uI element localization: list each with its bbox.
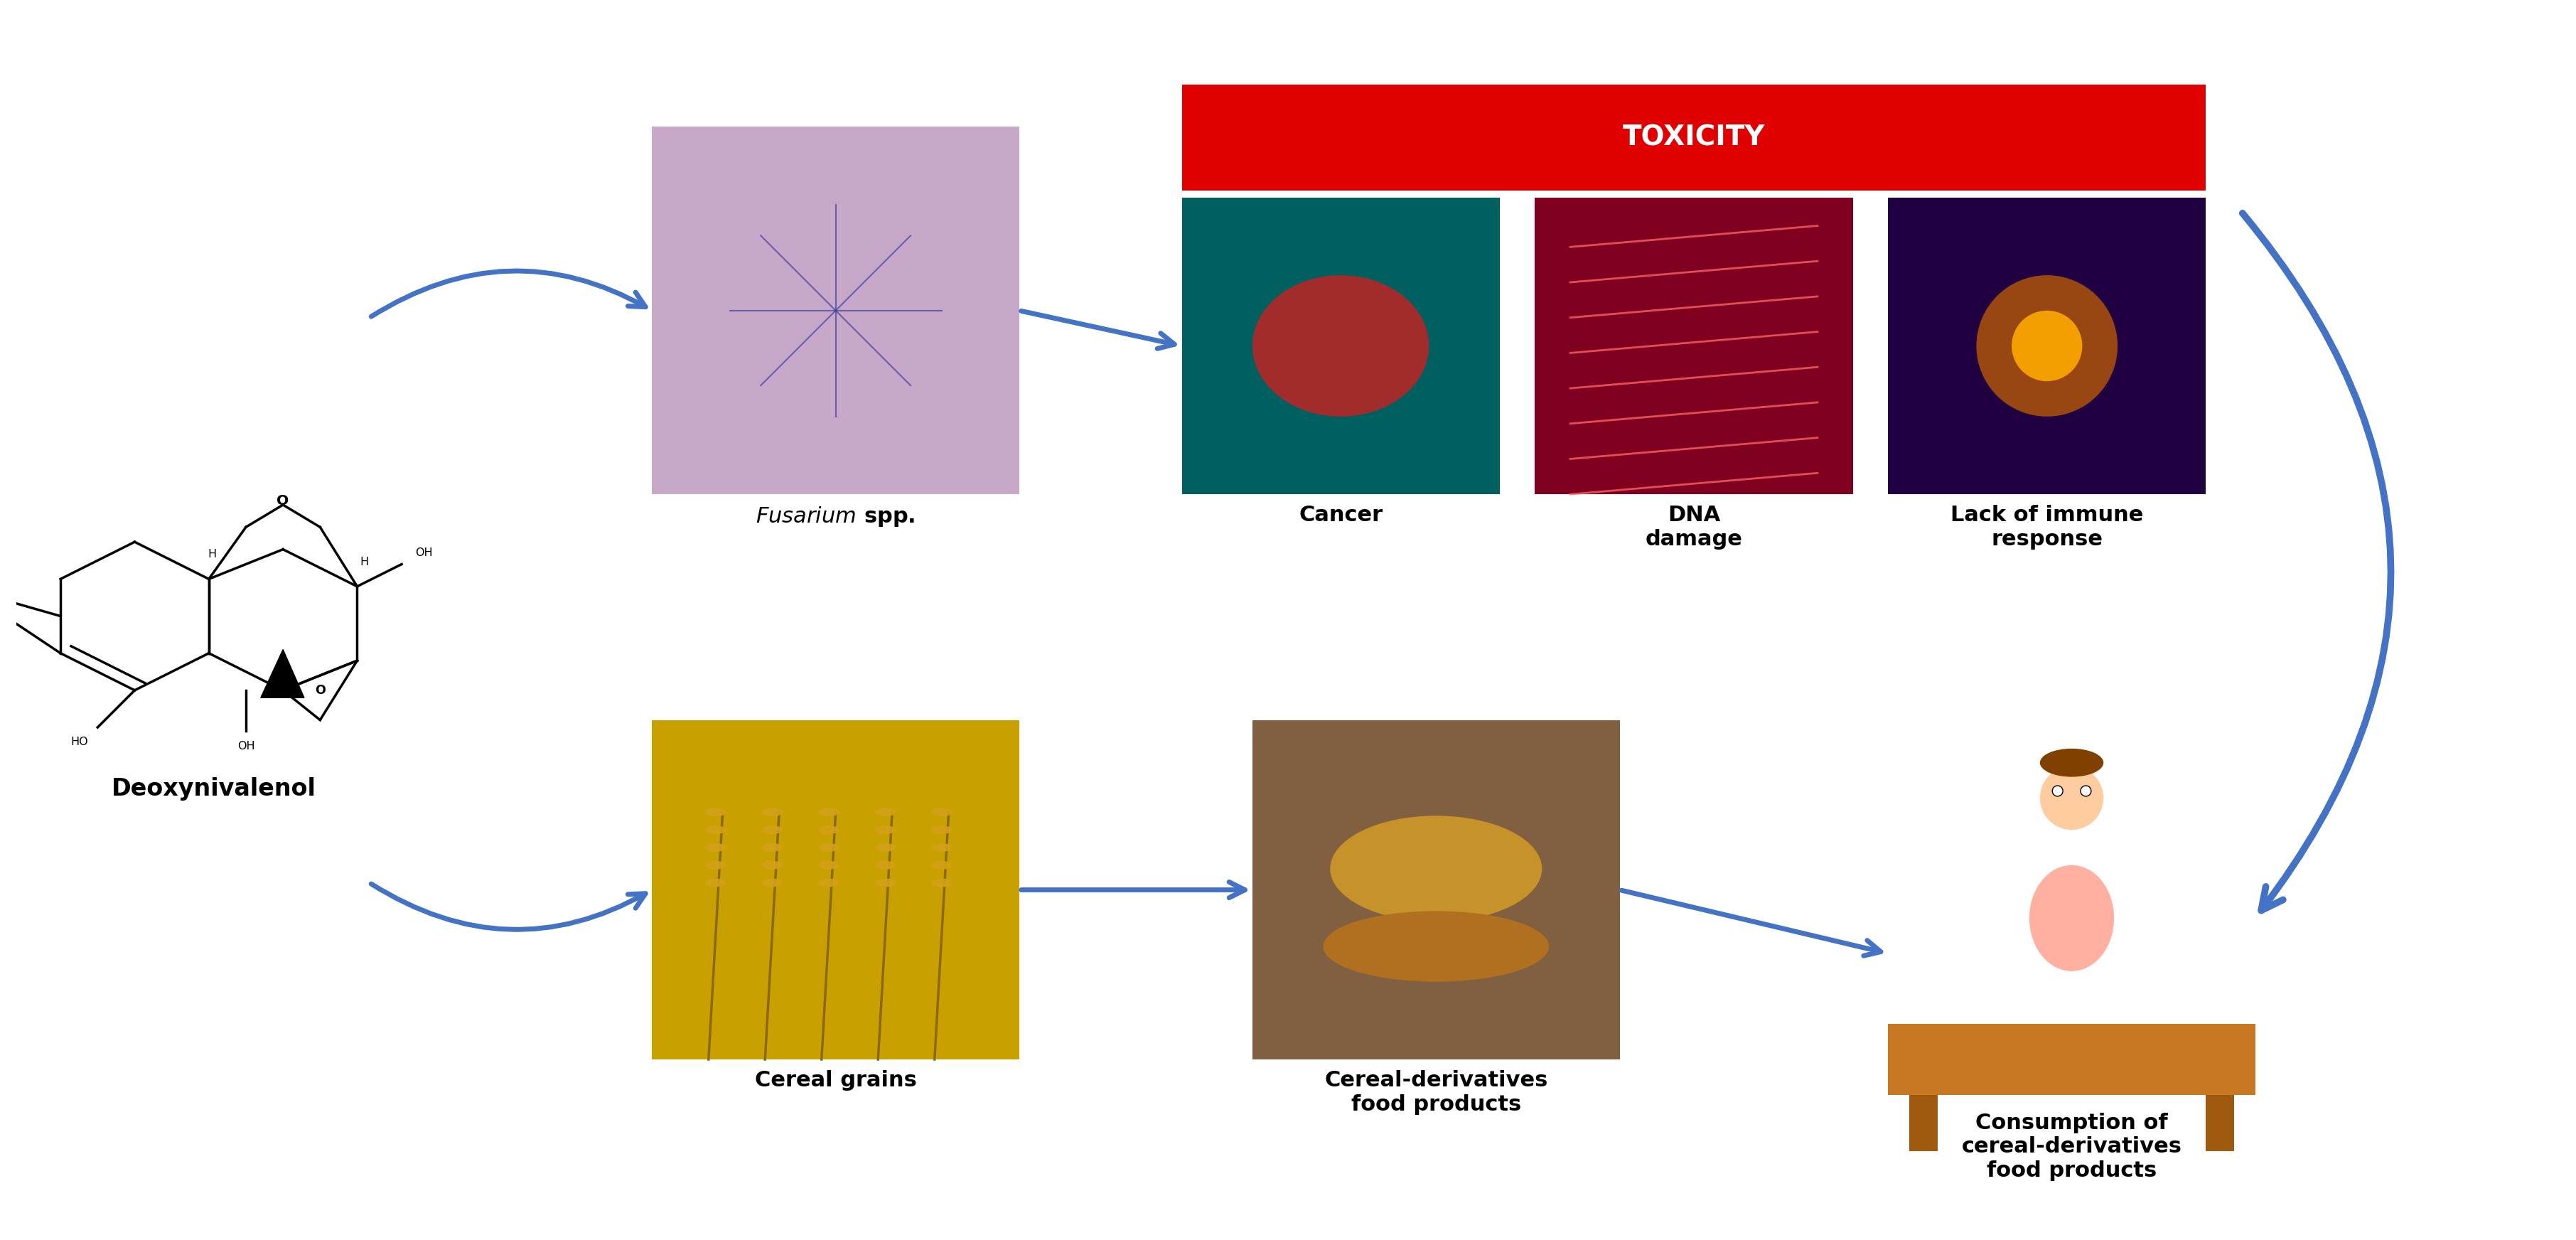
- Ellipse shape: [819, 808, 840, 816]
- Ellipse shape: [706, 861, 726, 869]
- Ellipse shape: [819, 826, 840, 835]
- Ellipse shape: [819, 843, 840, 852]
- Ellipse shape: [873, 808, 896, 816]
- Ellipse shape: [2053, 786, 2063, 796]
- Ellipse shape: [930, 843, 953, 852]
- FancyBboxPatch shape: [1182, 197, 1499, 495]
- Text: OH: OH: [237, 740, 255, 751]
- FancyBboxPatch shape: [1909, 1095, 1937, 1151]
- FancyBboxPatch shape: [1888, 197, 2205, 495]
- Ellipse shape: [2040, 766, 2105, 830]
- Ellipse shape: [1252, 275, 1430, 417]
- FancyBboxPatch shape: [1182, 84, 2205, 191]
- Text: TOXICITY: TOXICITY: [1623, 124, 1765, 151]
- Ellipse shape: [706, 808, 726, 816]
- Ellipse shape: [706, 843, 726, 852]
- Ellipse shape: [930, 861, 953, 869]
- Text: Consumption of
cereal-derivatives
food products: Consumption of cereal-derivatives food p…: [1960, 1112, 2182, 1180]
- Polygon shape: [260, 650, 304, 698]
- FancyBboxPatch shape: [1252, 720, 1620, 1059]
- Ellipse shape: [873, 879, 896, 887]
- Ellipse shape: [930, 879, 953, 887]
- Ellipse shape: [873, 861, 896, 869]
- Ellipse shape: [762, 861, 783, 869]
- Text: O: O: [276, 495, 289, 508]
- Text: OH: OH: [415, 548, 433, 558]
- Ellipse shape: [762, 808, 783, 816]
- Text: Cereal grains: Cereal grains: [755, 1070, 917, 1091]
- Ellipse shape: [706, 826, 726, 835]
- Ellipse shape: [2030, 866, 2115, 971]
- Ellipse shape: [930, 826, 953, 835]
- Text: Cancer: Cancer: [1298, 505, 1383, 526]
- Ellipse shape: [873, 826, 896, 835]
- Ellipse shape: [1324, 911, 1548, 982]
- Text: HO: HO: [70, 737, 88, 748]
- FancyBboxPatch shape: [652, 126, 1020, 495]
- FancyBboxPatch shape: [1888, 1024, 2257, 1095]
- Text: $\it{Fusarium}$ spp.: $\it{Fusarium}$ spp.: [755, 505, 914, 528]
- Ellipse shape: [1976, 275, 2117, 417]
- Text: DNA
damage: DNA damage: [1646, 505, 1741, 549]
- Text: O: O: [314, 684, 325, 697]
- Text: Lack of immune
response: Lack of immune response: [1950, 505, 2143, 549]
- Ellipse shape: [2012, 310, 2081, 381]
- Ellipse shape: [762, 826, 783, 835]
- Ellipse shape: [762, 843, 783, 852]
- FancyBboxPatch shape: [652, 720, 1020, 1059]
- Ellipse shape: [819, 861, 840, 869]
- Ellipse shape: [706, 879, 726, 887]
- Ellipse shape: [819, 879, 840, 887]
- Text: H: H: [361, 557, 368, 567]
- Text: Deoxynivalenol: Deoxynivalenol: [111, 776, 317, 800]
- FancyBboxPatch shape: [2205, 1095, 2233, 1151]
- Ellipse shape: [930, 808, 953, 816]
- Ellipse shape: [2040, 749, 2105, 776]
- Ellipse shape: [2081, 786, 2092, 796]
- Ellipse shape: [873, 843, 896, 852]
- Text: H: H: [209, 549, 216, 559]
- Ellipse shape: [1329, 816, 1543, 921]
- FancyBboxPatch shape: [1535, 197, 1852, 495]
- Text: Cereal-derivatives
food products: Cereal-derivatives food products: [1324, 1070, 1548, 1115]
- Ellipse shape: [762, 879, 783, 887]
